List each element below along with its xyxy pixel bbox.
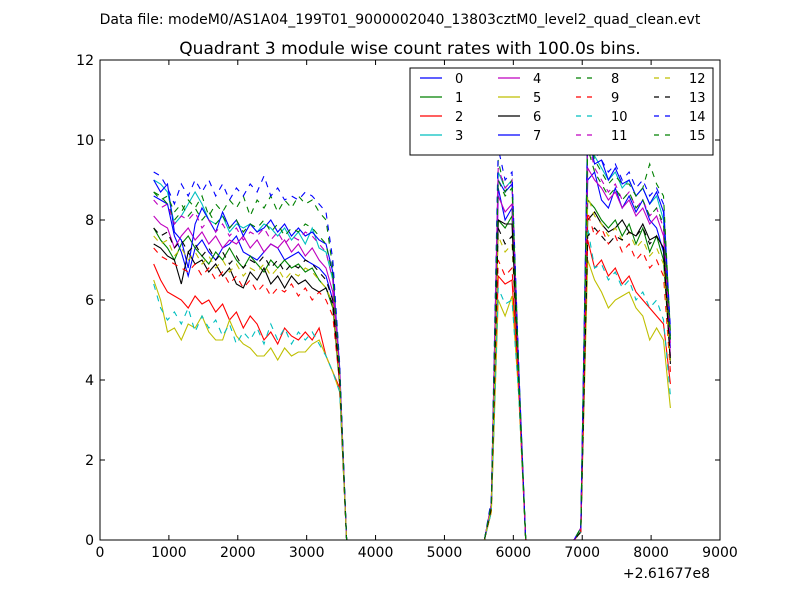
x-tick-label: 8000 [633, 545, 669, 561]
legend-label-8: 8 [611, 72, 619, 87]
legend-label-4: 4 [533, 72, 541, 87]
legend-label-11: 11 [611, 129, 628, 144]
legend-label-6: 6 [533, 110, 541, 125]
figure-suptitle: Data file: modeM0/AS1A04_199T01_90000020… [100, 12, 701, 28]
series-line-7 [153, 131, 671, 541]
x-tick-label: 2000 [220, 545, 256, 561]
plot-title: Quadrant 3 module wise count rates with … [179, 39, 640, 59]
x-tick-label: 0 [96, 545, 105, 561]
x-tick-label: 3000 [289, 545, 325, 561]
x-offset-label: +2.61677e8 [623, 566, 710, 582]
legend-label-1: 1 [455, 91, 463, 106]
legend-box [409, 67, 714, 156]
series-line-11 [153, 139, 671, 541]
legend-label-5: 5 [533, 91, 541, 106]
y-tick-label: 12 [76, 53, 94, 69]
series-line-15 [153, 147, 671, 541]
series-line-8 [153, 127, 671, 541]
legend-label-14: 14 [689, 110, 706, 125]
y-tick-label: 8 [85, 213, 94, 229]
x-tick-label: 7000 [564, 545, 600, 561]
y-tick-label: 0 [85, 533, 94, 549]
x-tick-label: 5000 [427, 545, 463, 561]
series-line-13 [153, 226, 671, 541]
legend-label-10: 10 [611, 110, 628, 125]
legend-label-0: 0 [455, 72, 463, 87]
legend-label-7: 7 [533, 129, 541, 144]
y-tick-label: 6 [85, 293, 94, 309]
plot-frame [99, 59, 721, 541]
series-line-4 [153, 166, 671, 541]
x-tick-label: 9000 [702, 545, 738, 561]
series-line-5 [153, 259, 671, 541]
legend-label-15: 15 [689, 129, 706, 144]
y-tick-label: 4 [85, 373, 94, 389]
series-lines [153, 119, 671, 541]
legend-label-2: 2 [455, 110, 463, 125]
x-tick-label: 1000 [151, 545, 187, 561]
legend-label-12: 12 [689, 72, 706, 87]
legend-label-13: 13 [689, 91, 706, 106]
y-tick-label: 10 [76, 133, 94, 149]
legend-label-9: 9 [611, 91, 619, 106]
x-tick-label: 6000 [496, 545, 532, 561]
y-tick-label: 2 [85, 453, 94, 469]
x-tick-label: 4000 [358, 545, 394, 561]
series-line-14 [153, 123, 671, 541]
series-line-12 [153, 195, 671, 541]
axis-ticks: 0 1000 2000 3000 4000 5000 6000 7000 8000 9000 0 2 4… [76, 53, 738, 561]
legend-label-3: 3 [455, 129, 463, 144]
